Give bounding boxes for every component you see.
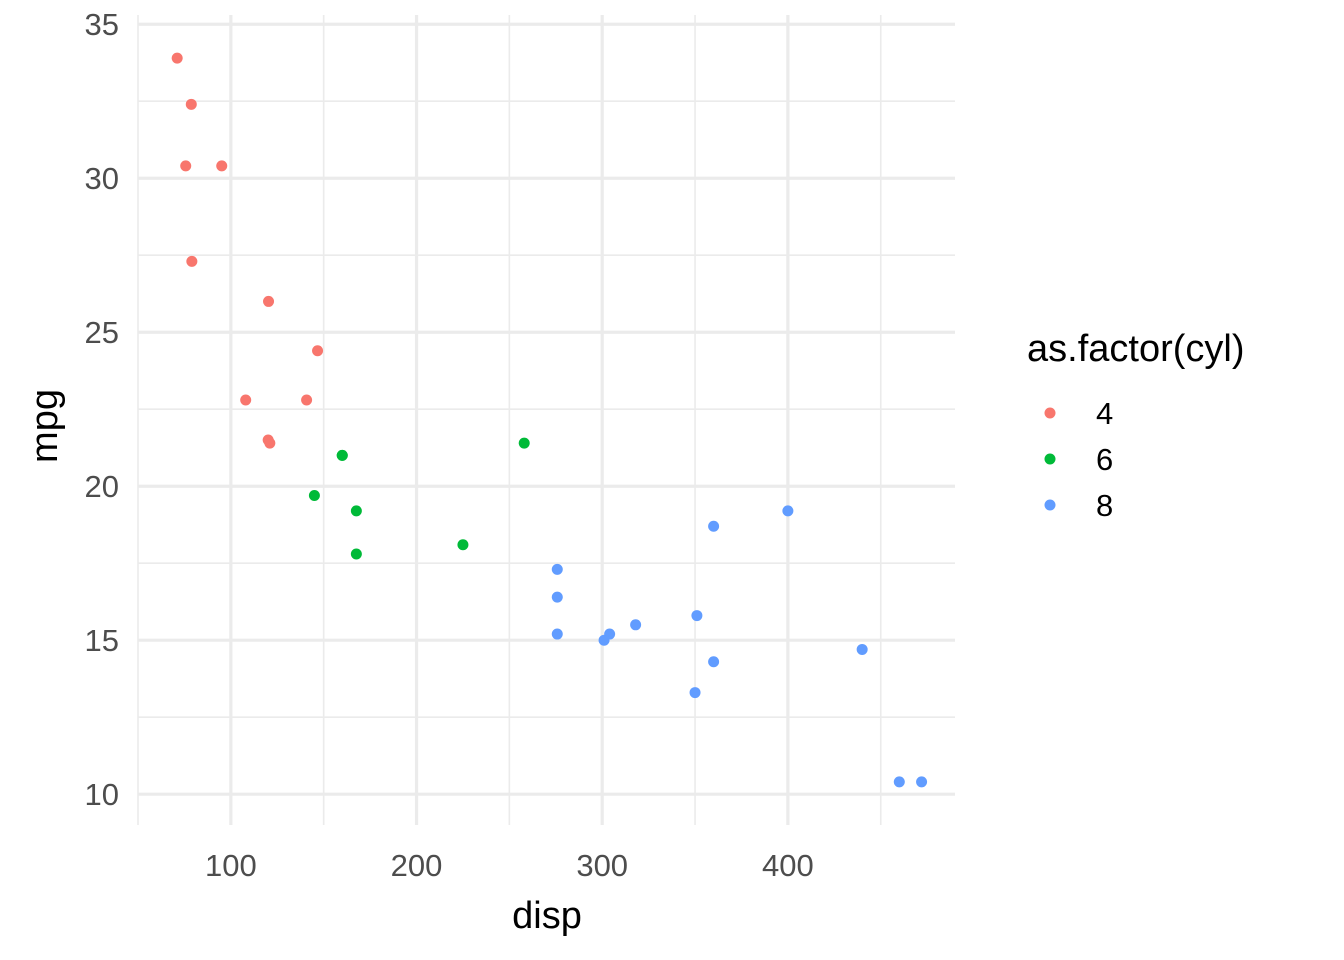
data-point-cyl-8 [630, 619, 642, 631]
data-point-cyl-8 [708, 520, 720, 532]
data-point-cyl-6 [350, 548, 362, 560]
data-point-cyl-8 [689, 687, 701, 699]
legend-key-cyl-6 [1044, 453, 1056, 465]
y-tick-label: 35 [85, 7, 119, 42]
data-point-cyl-4 [186, 255, 198, 267]
y-tick-label: 30 [85, 161, 119, 196]
data-point-cyl-4 [264, 437, 276, 449]
legend-label-cyl-4: 4 [1096, 396, 1113, 431]
data-point-cyl-8 [916, 776, 928, 788]
x-tick-label: 100 [205, 848, 257, 883]
major-gridlines [138, 15, 955, 825]
data-point-cyl-8 [856, 643, 868, 655]
data-point-cyl-8 [598, 634, 610, 646]
legend-title: as.factor(cyl) [1027, 328, 1244, 370]
data-point-cyl-4 [171, 52, 183, 64]
data-point-cyl-8 [551, 628, 563, 640]
legend-label-cyl-8: 8 [1096, 488, 1113, 523]
data-point-cyl-4 [185, 98, 197, 110]
data-point-cyl-6 [457, 539, 469, 551]
data-point-cyl-8 [551, 563, 563, 575]
legend-key-cyl-8 [1044, 499, 1056, 511]
legend-entries: 4 6 8 [1044, 396, 1113, 523]
data-point-cyl-6 [308, 489, 320, 501]
legend-label-cyl-6: 6 [1096, 442, 1113, 477]
x-tick-label: 300 [576, 848, 628, 883]
data-point-cyl-4 [301, 394, 313, 406]
data-point-cyl-4 [240, 394, 252, 406]
data-point-cyl-8 [691, 610, 703, 622]
data-point-cyl-6 [518, 437, 530, 449]
x-tick-label: 400 [762, 848, 814, 883]
data-point-cyl-8 [551, 591, 563, 603]
data-point-cyl-6 [350, 505, 362, 517]
minor-gridlines [137, 15, 955, 825]
y-tick-label: 10 [85, 777, 119, 812]
data-point-cyl-8 [893, 776, 905, 788]
x-tick-label: 200 [391, 848, 443, 883]
y-axis-tick-labels: 10 15 20 25 30 35 [85, 7, 119, 812]
data-point-cyl-4 [180, 160, 192, 172]
data-point-cyl-4 [263, 295, 275, 307]
x-axis-tick-labels: 100 200 300 400 [205, 848, 814, 883]
legend-key-cyl-4 [1044, 407, 1056, 419]
y-axis-title: mpg [24, 389, 66, 463]
y-tick-label: 25 [85, 315, 119, 350]
data-point-cyl-6 [336, 449, 348, 461]
data-point-cyl-8 [708, 656, 720, 668]
x-axis-title: disp [512, 895, 582, 937]
y-tick-label: 20 [85, 469, 119, 504]
data-point-cyl-4 [216, 160, 228, 172]
legend: as.factor(cyl) 4 6 8 [1027, 328, 1244, 523]
data-point-cyl-8 [782, 505, 794, 517]
y-tick-label: 15 [85, 623, 119, 658]
data-points [171, 52, 928, 788]
data-point-cyl-4 [312, 345, 324, 357]
